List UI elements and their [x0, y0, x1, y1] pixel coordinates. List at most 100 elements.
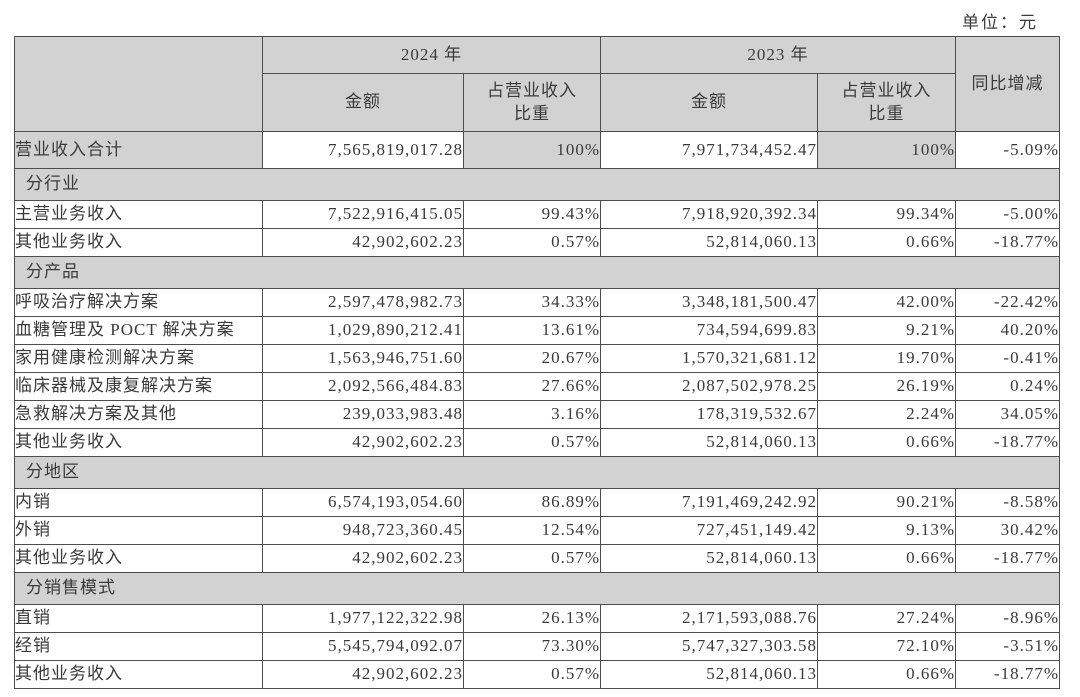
row-label-cell: 家用健康检测解决方案: [14, 344, 263, 373]
ratio-2024-cell: 27.66%: [463, 372, 601, 401]
yoy-cell: -8.96%: [955, 604, 1060, 633]
ratio-2024-cell: 86.89%: [463, 488, 601, 517]
table-row: 经销 5,545,794,092.07 73.30% 5,747,327,303…: [14, 632, 1060, 661]
ratio-2024-cell: 0.57%: [463, 544, 601, 573]
ratio-2023-cell: 2.24%: [817, 400, 956, 429]
amount-2023-cell: 1,570,321,681.12: [600, 344, 818, 373]
yoy-cell: -0.41%: [955, 344, 1060, 373]
yoy-cell: -18.77%: [955, 544, 1060, 573]
ratio-2023-cell: 72.10%: [817, 632, 956, 661]
row-label-cell: 营业收入合计: [14, 131, 263, 169]
table-row: 外销 948,723,360.45 12.54% 727,451,149.42 …: [14, 516, 1060, 545]
row-label-cell: 其他业务收入: [14, 228, 263, 257]
yoy-cell: -18.77%: [955, 228, 1060, 257]
ratio-2024-cell: 99.43%: [463, 200, 601, 229]
section-row: 分地区: [14, 456, 1060, 489]
amount-2023-header: 金额: [600, 73, 818, 132]
ratio-2024-header: 占营业收入 比重: [463, 73, 601, 132]
amount-2024-cell: 42,902,602.23: [262, 660, 464, 689]
amount-2024-cell: 7,565,819,017.28: [262, 131, 464, 169]
ratio-2024-cell: 26.13%: [463, 604, 601, 633]
ratio-2023-cell: 100%: [817, 131, 956, 169]
section-label-cell: 分产品: [14, 256, 1060, 289]
table-row: 内销 6,574,193,054.60 86.89% 7,191,469,242…: [14, 488, 1060, 517]
ratio-2023-cell: 26.19%: [817, 372, 956, 401]
amount-2024-cell: 5,545,794,092.07: [262, 632, 464, 661]
table-row: 血糖管理及 POCT 解决方案 1,029,890,212.41 13.61% …: [14, 316, 1060, 345]
ratio-2024-line1: 占营业收入: [487, 80, 577, 100]
table-row: 急救解决方案及其他 239,033,983.48 3.16% 178,319,5…: [14, 400, 1060, 429]
amount-2023-cell: 52,814,060.13: [600, 660, 818, 689]
ratio-2023-cell: 9.21%: [817, 316, 956, 345]
ratio-2023-cell: 0.66%: [817, 544, 956, 573]
ratio-2024-cell: 20.67%: [463, 344, 601, 373]
ratio-2023-cell: 99.34%: [817, 200, 956, 229]
section-row: 分产品: [14, 256, 1060, 289]
ratio-2024-cell: 73.30%: [463, 632, 601, 661]
row-label-cell: 血糖管理及 POCT 解决方案: [14, 316, 263, 345]
row-label-cell: 急救解决方案及其他: [14, 400, 263, 429]
section-label-cell: 分行业: [14, 168, 1060, 201]
ratio-2023-cell: 27.24%: [817, 604, 956, 633]
row-label-cell: 其他业务收入: [14, 544, 263, 573]
amount-2023-cell: 178,319,532.67: [600, 400, 818, 429]
ratio-2024-line2: 比重: [514, 103, 550, 123]
ratio-2024-cell: 13.61%: [463, 316, 601, 345]
yoy-cell: -18.77%: [955, 428, 1060, 457]
year-2024-header: 2024 年: [262, 36, 601, 74]
corner-cell: [14, 36, 263, 132]
amount-2023-cell: 2,087,502,978.25: [600, 372, 818, 401]
section-label-cell: 分地区: [14, 456, 1060, 489]
ratio-2024-cell: 3.16%: [463, 400, 601, 429]
amount-2023-cell: 3,348,181,500.47: [600, 288, 818, 317]
amount-2023-cell: 2,171,593,088.76: [600, 604, 818, 633]
amount-2023-cell: 734,594,699.83: [600, 316, 818, 345]
amount-2024-cell: 1,977,122,322.98: [262, 604, 464, 633]
section-row: 分行业: [14, 168, 1060, 201]
amount-2024-cell: 948,723,360.45: [262, 516, 464, 545]
ratio-2023-cell: 0.66%: [817, 428, 956, 457]
amount-2024-cell: 1,563,946,751.60: [262, 344, 464, 373]
amount-2024-cell: 6,574,193,054.60: [262, 488, 464, 517]
amount-2023-cell: 52,814,060.13: [600, 544, 818, 573]
table-row: 临床器械及康复解决方案 2,092,566,484.83 27.66% 2,08…: [14, 372, 1060, 401]
yoy-cell: 30.42%: [955, 516, 1060, 545]
ratio-2024-cell: 12.54%: [463, 516, 601, 545]
amount-2024-cell: 1,029,890,212.41: [262, 316, 464, 345]
table-row: 呼吸治疗解决方案 2,597,478,982.73 34.33% 3,348,1…: [14, 288, 1060, 317]
ratio-2024-cell: 0.57%: [463, 428, 601, 457]
ratio-2023-line1: 占营业收入: [841, 80, 932, 100]
yoy-header: 同比增减: [955, 36, 1060, 132]
table-body: 营业收入合计 7,565,819,017.28 100% 7,971,734,4…: [14, 131, 1060, 689]
row-label-cell: 直销: [14, 604, 263, 633]
yoy-cell: -18.77%: [955, 660, 1060, 689]
row-label-cell: 外销: [14, 516, 263, 545]
ratio-2023-cell: 9.13%: [817, 516, 956, 545]
table-row: 其他业务收入 42,902,602.23 0.57% 52,814,060.13…: [14, 428, 1060, 457]
amount-2023-cell: 5,747,327,303.58: [600, 632, 818, 661]
yoy-cell: 40.20%: [955, 316, 1060, 345]
ratio-2023-header: 占营业收入 比重: [817, 73, 956, 132]
amount-2024-cell: 42,902,602.23: [262, 544, 464, 573]
row-label-cell: 临床器械及康复解决方案: [14, 372, 263, 401]
ratio-2024-cell: 100%: [463, 131, 601, 169]
yoy-cell: 0.24%: [955, 372, 1060, 401]
table-row: 其他业务收入 42,902,602.23 0.57% 52,814,060.13…: [14, 660, 1060, 689]
table-row: 其他业务收入 42,902,602.23 0.57% 52,814,060.13…: [14, 228, 1060, 257]
ratio-2023-cell: 19.70%: [817, 344, 956, 373]
ratio-2024-cell: 0.57%: [463, 228, 601, 257]
yoy-cell: -22.42%: [955, 288, 1060, 317]
amount-2024-cell: 7,522,916,415.05: [262, 200, 464, 229]
ratio-2023-cell: 0.66%: [817, 228, 956, 257]
row-label-cell: 经销: [14, 632, 263, 661]
row-label-cell: 其他业务收入: [14, 660, 263, 689]
amount-2024-header: 金额: [262, 73, 464, 132]
yoy-cell: -3.51%: [955, 632, 1060, 661]
header-row-years: 2024 年 2023 年 同比增减: [14, 36, 1060, 132]
ratio-2024-cell: 0.57%: [463, 660, 601, 689]
amount-2024-cell: 2,092,566,484.83: [262, 372, 464, 401]
amount-2024-cell: 42,902,602.23: [262, 228, 464, 257]
table-row: 主营业务收入 7,522,916,415.05 99.43% 7,918,920…: [14, 200, 1060, 229]
ratio-2024-cell: 34.33%: [463, 288, 601, 317]
